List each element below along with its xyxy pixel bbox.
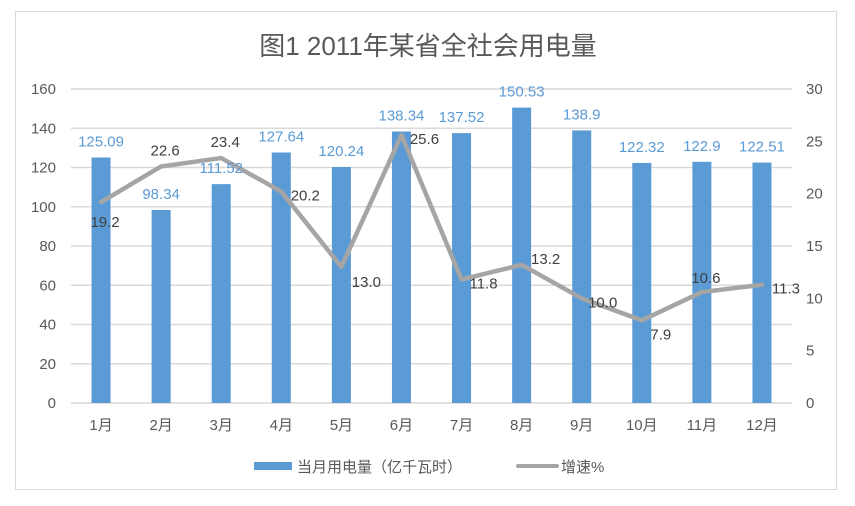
bar	[632, 162, 652, 403]
bar-value-label: 127.64	[258, 129, 304, 146]
bar	[331, 167, 351, 403]
bar	[271, 152, 291, 403]
x-tick-label: 10月	[626, 417, 658, 434]
legend-line-label: 增速%	[561, 459, 604, 476]
growth-line	[98, 132, 765, 323]
right-tick-label: 15	[806, 238, 823, 255]
legend-bar-label: 当月用电量（亿千瓦时）	[297, 459, 462, 476]
bar-value-label: 150.53	[499, 84, 545, 101]
line-value-label: 10.6	[691, 270, 720, 287]
left-tick-label: 160	[31, 81, 56, 98]
line-series	[98, 132, 765, 323]
bar-value-label: 137.52	[439, 109, 485, 126]
x-tick-label: 12月	[746, 417, 778, 434]
right-tick-label: 30	[806, 81, 823, 98]
line-value-label: 7.9	[650, 326, 671, 343]
bar	[151, 210, 171, 403]
bar-value-label: 138.9	[563, 106, 601, 123]
line-value-label: 22.6	[151, 142, 180, 159]
bar	[572, 130, 592, 403]
line-value-label: 13.0	[352, 274, 381, 291]
line-value-label: 25.6	[410, 131, 439, 148]
bar-value-label: 111.52	[199, 160, 243, 177]
right-axis-ticks: 0 5 10 15 20 25 30	[806, 81, 823, 412]
left-tick-label: 80	[39, 238, 56, 255]
bar-value-label: 122.9	[683, 138, 721, 155]
x-axis-ticks: 1月 2月 3月 4月 5月 6月 7月 8月 9月 10月 11月 12月	[89, 417, 777, 434]
bar-value-label: 98.34	[142, 186, 180, 203]
x-tick-label: 4月	[270, 417, 293, 434]
legend-bar-swatch	[254, 462, 292, 470]
left-tick-label: 120	[31, 160, 56, 177]
x-tick-label: 8月	[510, 417, 533, 434]
x-tick-label: 5月	[330, 417, 353, 434]
bar-data-labels: 125.09 98.34 111.52 127.64 120.24 138.34 137.5…	[78, 84, 785, 203]
bar-series	[91, 107, 772, 404]
x-tick-label: 9月	[570, 417, 593, 434]
bar-value-label: 138.34	[379, 108, 425, 125]
x-tick-label: 2月	[149, 417, 172, 434]
right-tick-label: 10	[806, 290, 823, 307]
right-tick-label: 5	[806, 343, 814, 360]
bar	[452, 133, 472, 403]
bar	[211, 184, 231, 403]
left-tick-label: 100	[31, 199, 56, 216]
line-value-label: 11.8	[469, 275, 497, 292]
bar	[391, 131, 411, 403]
left-axis-ticks: 0 20 40 60 80 100 120 140 160	[31, 81, 56, 412]
bar	[512, 107, 532, 404]
x-tick-label: 1月	[89, 417, 112, 434]
line-value-label: 20.2	[291, 188, 320, 205]
left-tick-label: 60	[39, 277, 56, 294]
bar	[692, 161, 712, 403]
line-value-label: 11.3	[772, 281, 800, 298]
left-tick-label: 0	[48, 395, 56, 412]
bar	[91, 157, 111, 403]
right-tick-label: 20	[806, 186, 823, 203]
line-value-label: 23.4	[211, 134, 240, 151]
line-value-label: 13.2	[531, 251, 560, 268]
chart-title: 图1 2011年某省全社会用电量	[259, 31, 597, 61]
left-tick-label: 20	[39, 356, 56, 373]
left-tick-label: 40	[39, 317, 56, 334]
bar-value-label: 125.09	[78, 134, 124, 151]
line-value-label: 10.0	[588, 294, 617, 311]
left-tick-label: 140	[31, 120, 56, 137]
x-tick-label: 7月	[450, 417, 473, 434]
legend: 当月用电量（亿千瓦时） 增速%	[254, 459, 604, 476]
bar-value-label: 122.32	[619, 139, 665, 156]
x-tick-label: 11月	[687, 417, 718, 434]
bar-value-label: 122.51	[739, 139, 785, 156]
x-tick-label: 3月	[210, 417, 233, 434]
line-value-label: 19.2	[90, 214, 119, 231]
right-tick-label: 25	[806, 133, 823, 150]
bar-value-label: 120.24	[318, 143, 364, 160]
right-tick-label: 0	[806, 395, 814, 412]
line-data-labels: 19.2 22.6 23.4 20.2 13.0 25.6 11.8 13.2 10.0 7.9 1…	[90, 131, 800, 343]
x-tick-label: 6月	[390, 417, 413, 434]
